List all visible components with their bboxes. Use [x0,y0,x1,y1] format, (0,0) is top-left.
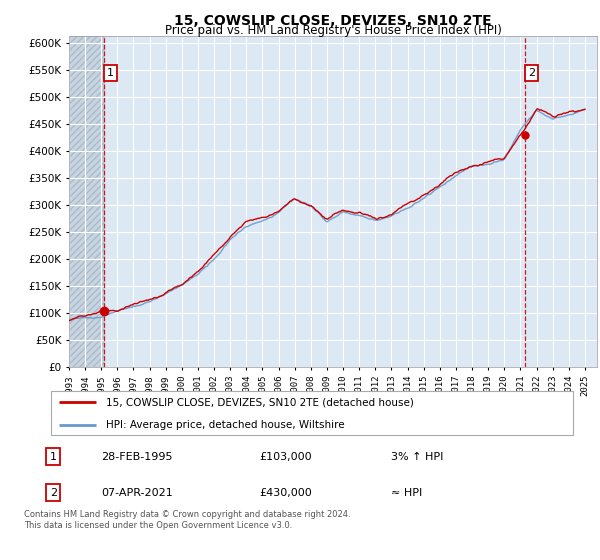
Text: Price paid vs. HM Land Registry's House Price Index (HPI): Price paid vs. HM Land Registry's House … [164,24,502,36]
Text: HPI: Average price, detached house, Wiltshire: HPI: Average price, detached house, Wilt… [106,420,345,430]
Text: £430,000: £430,000 [259,488,312,498]
Text: 2: 2 [50,488,57,498]
Text: 3% ↑ HPI: 3% ↑ HPI [391,451,443,461]
Bar [69,36,104,367]
Text: 2: 2 [528,68,535,78]
Text: ≈ HPI: ≈ HPI [391,488,422,498]
Text: 15, COWSLIP CLOSE, DEVIZES, SN10 2TE: 15, COWSLIP CLOSE, DEVIZES, SN10 2TE [174,14,492,28]
Text: 1: 1 [50,451,57,461]
FancyBboxPatch shape [50,391,574,435]
Text: 28-FEB-1995: 28-FEB-1995 [101,451,172,461]
Text: 1: 1 [107,68,114,78]
Text: Contains HM Land Registry data © Crown copyright and database right 2024.
This d: Contains HM Land Registry data © Crown c… [24,510,350,530]
Text: 07-APR-2021: 07-APR-2021 [101,488,173,498]
Text: 15, COWSLIP CLOSE, DEVIZES, SN10 2TE (detached house): 15, COWSLIP CLOSE, DEVIZES, SN10 2TE (de… [106,397,414,407]
Text: £103,000: £103,000 [259,451,312,461]
Bar [69,36,104,367]
